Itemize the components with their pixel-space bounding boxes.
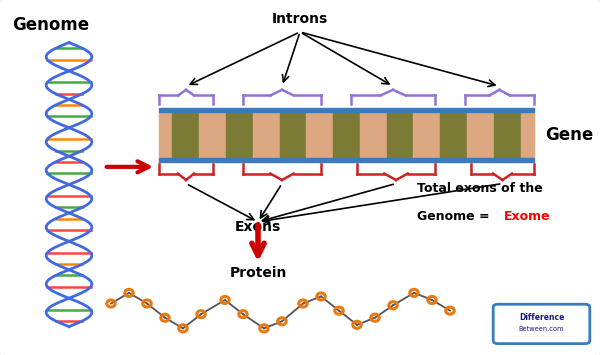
Bar bbox=[199, 112, 212, 158]
Bar bbox=[239, 112, 253, 158]
Bar bbox=[494, 112, 507, 158]
Bar bbox=[159, 112, 172, 158]
Text: Genome: Genome bbox=[12, 16, 89, 34]
Bar bbox=[172, 112, 186, 158]
Bar bbox=[413, 112, 427, 158]
Bar bbox=[226, 112, 239, 158]
Text: Genome =: Genome = bbox=[417, 210, 494, 223]
Text: Introns: Introns bbox=[272, 12, 328, 26]
Bar bbox=[293, 112, 307, 158]
Bar bbox=[386, 112, 400, 158]
Bar bbox=[186, 112, 199, 158]
Bar bbox=[427, 112, 440, 158]
Bar bbox=[507, 112, 521, 158]
Bar bbox=[400, 112, 413, 158]
Bar bbox=[280, 112, 293, 158]
Text: Total exons of the: Total exons of the bbox=[417, 182, 543, 195]
Bar bbox=[347, 112, 360, 158]
Bar bbox=[266, 112, 280, 158]
Bar bbox=[159, 108, 534, 112]
Bar bbox=[373, 112, 386, 158]
Bar bbox=[521, 112, 534, 158]
Bar bbox=[454, 112, 467, 158]
Text: Protein: Protein bbox=[229, 266, 287, 280]
Bar bbox=[440, 112, 454, 158]
Bar bbox=[253, 112, 266, 158]
Bar bbox=[307, 112, 320, 158]
Bar bbox=[320, 112, 333, 158]
Text: Gene: Gene bbox=[545, 126, 593, 144]
Bar bbox=[360, 112, 373, 158]
Bar bbox=[212, 112, 226, 158]
Bar bbox=[159, 158, 534, 162]
Bar bbox=[481, 112, 494, 158]
Text: Exons: Exons bbox=[235, 220, 281, 234]
Text: Exome: Exome bbox=[504, 210, 551, 223]
FancyBboxPatch shape bbox=[493, 304, 590, 344]
Bar bbox=[467, 112, 481, 158]
Text: Between.com: Between.com bbox=[519, 326, 564, 332]
Text: Difference: Difference bbox=[519, 313, 564, 322]
Bar bbox=[333, 112, 347, 158]
